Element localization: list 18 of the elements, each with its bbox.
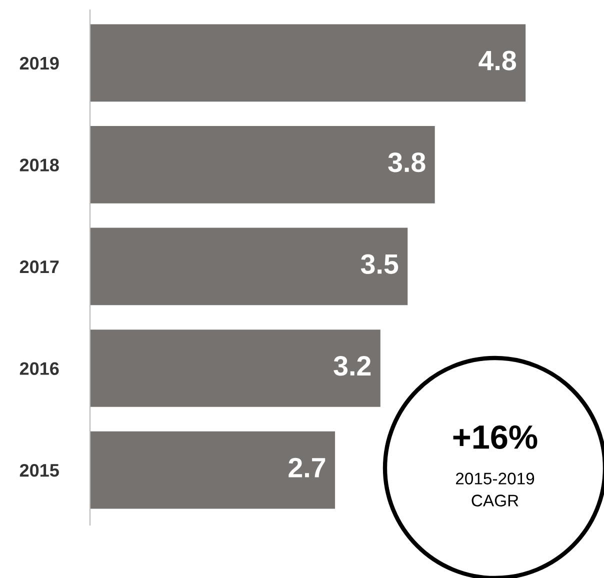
y-tick-label: 2015 — [20, 464, 59, 477]
y-tick-label: 2018 — [20, 158, 59, 172]
data-label: 4.8 — [478, 50, 516, 70]
data-label: 3.5 — [360, 254, 398, 274]
bar — [90, 24, 526, 102]
bar — [90, 126, 435, 204]
data-label: 3.2 — [334, 356, 371, 376]
annotation: +16% — [453, 425, 538, 449]
bar — [90, 431, 336, 509]
data-label: 3.8 — [388, 152, 426, 172]
y-tick-label: 2019 — [20, 56, 59, 70]
data-label: 2.7 — [288, 458, 326, 478]
annotation: 2015-2019 — [456, 472, 534, 484]
y-tick-label: 2017 — [20, 260, 59, 274]
y-tick-label: 2016 — [20, 362, 59, 375]
bar — [90, 330, 380, 407]
annotation: CAGR — [472, 494, 518, 506]
bar — [90, 228, 408, 306]
